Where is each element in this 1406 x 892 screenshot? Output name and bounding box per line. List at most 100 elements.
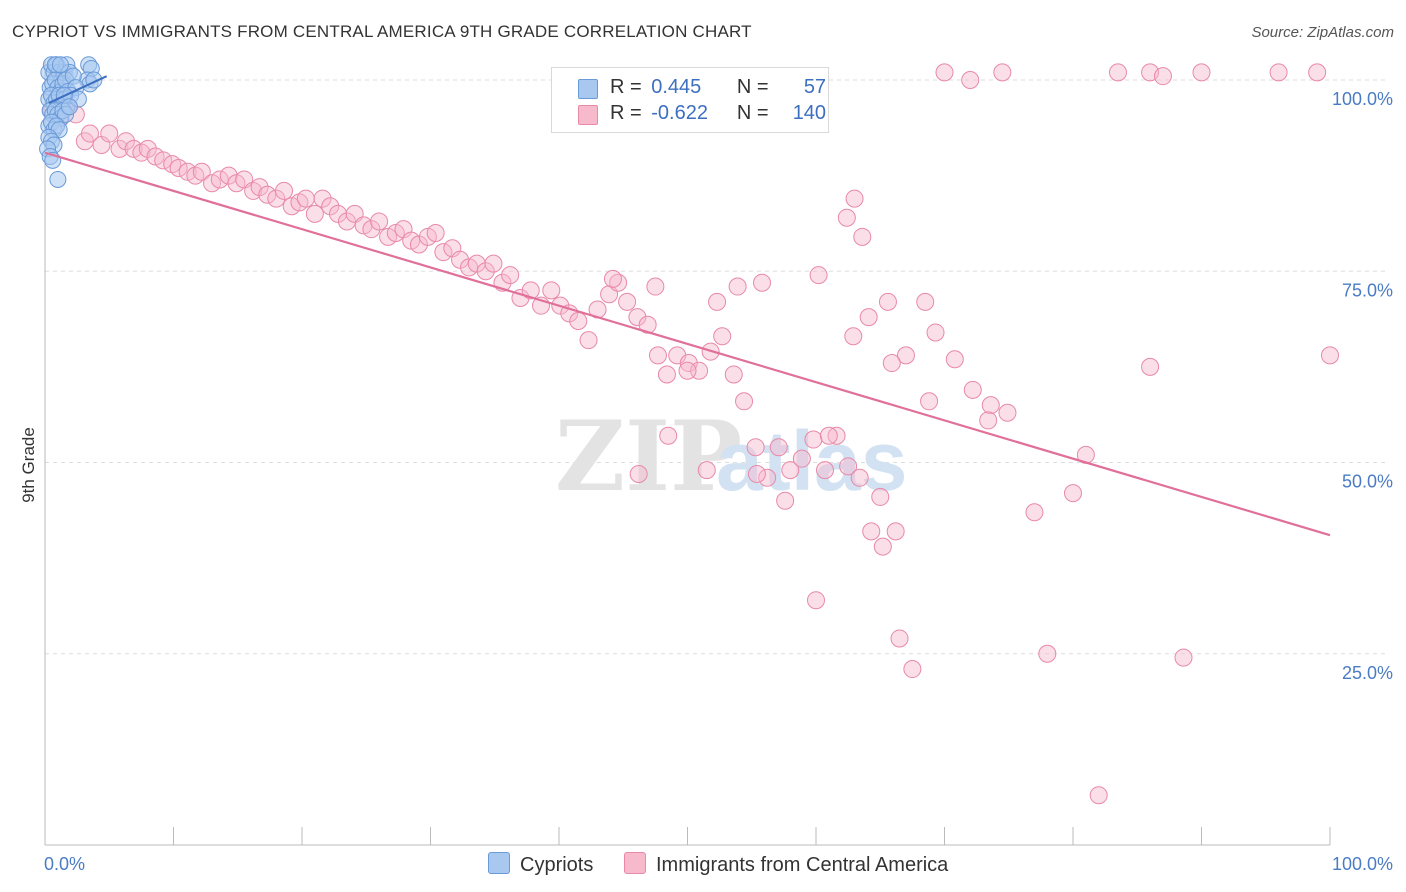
tick-labels: 100.0% 75.0% 50.0% 25.0% 0.0% 100.0% xyxy=(44,89,1393,874)
point-immigrants xyxy=(815,461,834,480)
point-immigrants xyxy=(1038,644,1057,663)
point-immigrants xyxy=(321,197,340,216)
point-immigrants xyxy=(1308,63,1327,82)
point-immigrants xyxy=(781,461,800,480)
point-immigrants xyxy=(998,403,1017,422)
correlation-legend: R = 0.445 N = 57 R = -0.622 N = 140 xyxy=(551,67,829,133)
point-immigrants xyxy=(845,189,864,208)
point-immigrants xyxy=(657,365,676,384)
point-immigrants xyxy=(100,124,119,143)
bottom-legend-cypriots: Cypriots xyxy=(488,852,593,877)
point-immigrants xyxy=(728,277,747,296)
x-tick-label: 0.0% xyxy=(44,854,85,874)
point-immigrants xyxy=(678,361,697,380)
point-immigrants xyxy=(267,189,286,208)
point-immigrants xyxy=(542,281,561,300)
point-immigrants xyxy=(603,269,622,288)
point-immigrants xyxy=(697,461,716,480)
legend-r-value: -0.622 xyxy=(651,102,708,124)
point-immigrants xyxy=(873,537,892,556)
point-immigrants xyxy=(839,457,858,476)
point-immigrants xyxy=(1108,63,1127,82)
point-immigrants xyxy=(1321,346,1339,365)
point-immigrants xyxy=(1192,63,1211,82)
point-immigrants xyxy=(920,392,939,411)
point-immigrants xyxy=(981,396,1000,415)
grid-lines xyxy=(45,79,1385,655)
point-immigrants xyxy=(80,124,99,143)
point-immigrants xyxy=(659,426,678,445)
bottom-legend-immigrants: Immigrants from Central America xyxy=(624,852,948,877)
point-immigrants xyxy=(192,162,211,181)
point-immigrants xyxy=(1269,63,1288,82)
chart-title: CYPRIOT VS IMMIGRANTS FROM CENTRAL AMERI… xyxy=(12,22,752,41)
watermark: ZIP atlas xyxy=(555,400,907,513)
point-immigrants xyxy=(579,331,598,350)
point-immigrants xyxy=(628,308,647,327)
point-immigrants xyxy=(735,392,754,411)
point-immigrants xyxy=(850,468,869,487)
point-immigrants xyxy=(961,71,980,89)
point-immigrants xyxy=(979,411,998,430)
point-immigrants xyxy=(862,522,881,541)
point-cypriots xyxy=(60,98,78,116)
point-immigrants xyxy=(926,323,945,342)
point-immigrants xyxy=(807,591,825,610)
bottom-legend-swatch-immigrants xyxy=(624,852,646,874)
point-immigrants xyxy=(945,350,964,369)
point-immigrants xyxy=(305,204,324,223)
y-axis-label: 9th Grade xyxy=(19,427,38,503)
trendlines xyxy=(44,75,1331,537)
point-immigrants xyxy=(853,227,872,246)
point-immigrants xyxy=(521,281,540,300)
point-immigrants xyxy=(409,235,428,254)
legend-swatch-immigrants xyxy=(578,105,598,125)
point-immigrants xyxy=(886,522,905,541)
legend-n-value: 57 xyxy=(803,76,827,98)
point-immigrants xyxy=(890,629,909,648)
point-immigrants xyxy=(819,426,838,445)
y-tick-label: 25.0% xyxy=(1342,663,1393,683)
point-immigrants xyxy=(275,181,294,200)
point-immigrants xyxy=(809,266,828,285)
point-immigrants xyxy=(169,158,188,177)
point-cypriots xyxy=(49,170,67,188)
point-immigrants xyxy=(110,139,129,158)
y-tick-label: 100.0% xyxy=(1332,89,1393,109)
point-immigrants xyxy=(871,487,890,506)
point-immigrants xyxy=(724,365,743,384)
point-immigrants xyxy=(713,327,732,346)
point-immigrants xyxy=(903,660,922,679)
point-immigrants xyxy=(362,220,381,239)
point-immigrants xyxy=(1064,484,1082,503)
point-immigrants xyxy=(753,273,772,292)
point-immigrants xyxy=(219,166,238,185)
point-immigrants xyxy=(618,292,637,311)
bottom-legend-label-cypriots: Cypriots xyxy=(520,854,594,876)
point-immigrants xyxy=(708,292,727,311)
point-immigrants xyxy=(484,254,503,273)
point-immigrants xyxy=(776,491,795,510)
point-immigrants xyxy=(1174,648,1193,667)
point-immigrants xyxy=(337,212,356,231)
watermark-zip: ZIP xyxy=(555,400,742,513)
point-immigrants xyxy=(935,63,954,82)
bottom-legend-label-immigrants: Immigrants from Central America xyxy=(656,854,949,876)
point-immigrants xyxy=(426,224,445,242)
point-immigrants xyxy=(646,277,665,296)
point-immigrants xyxy=(501,266,520,285)
point-immigrants xyxy=(1025,503,1044,522)
point-immigrants xyxy=(629,464,648,483)
point-immigrants xyxy=(451,250,470,269)
bottom-legend-swatch-cypriots xyxy=(488,852,510,874)
point-immigrants xyxy=(250,178,269,197)
legend-r-value: 0.445 xyxy=(651,76,702,98)
point-immigrants xyxy=(638,315,657,334)
source-credit: Source: ZipAtlas.com xyxy=(1251,24,1394,41)
point-immigrants xyxy=(859,308,878,327)
point-immigrants xyxy=(154,151,173,170)
point-immigrants xyxy=(916,292,935,311)
point-immigrants xyxy=(210,170,229,189)
point-immigrants xyxy=(258,185,277,204)
